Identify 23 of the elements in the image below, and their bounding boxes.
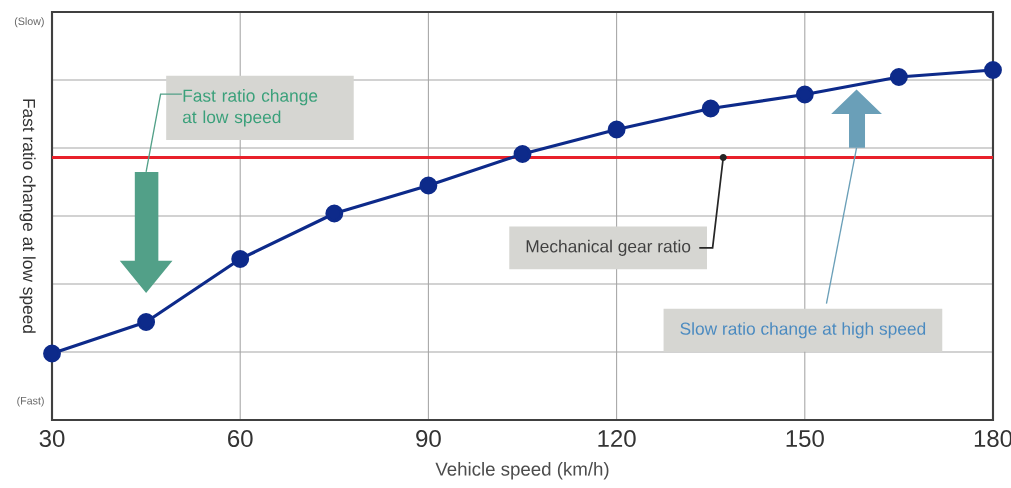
x-tick-label: 60 — [228, 430, 253, 448]
point — [325, 204, 344, 223]
point — [419, 176, 438, 195]
x-tick-label: 90 — [416, 430, 441, 448]
x-tick-label: 150 — [786, 430, 824, 448]
annotation: Slow ratio change at high speed — [680, 322, 926, 339]
text: (Slow) — [14, 17, 44, 28]
y-axis-title: Fast ratio change at low speed — [19, 99, 36, 333]
point — [137, 313, 156, 331]
text: (Fast) — [17, 396, 44, 407]
x-tick-label: 120 — [598, 430, 636, 448]
annotation: Fast ratio change at low speed — [182, 89, 318, 127]
point — [43, 344, 61, 363]
point — [984, 61, 1002, 79]
point — [231, 250, 250, 268]
ref-line-label: Mechanical gear ratio — [526, 239, 691, 256]
point — [889, 68, 908, 86]
x-axis-title: Vehicle speed (km/h) — [435, 462, 609, 480]
point — [513, 145, 532, 163]
point — [795, 85, 814, 104]
x-tick-label: 30 — [39, 430, 65, 448]
point — [701, 99, 720, 118]
point — [607, 120, 626, 139]
